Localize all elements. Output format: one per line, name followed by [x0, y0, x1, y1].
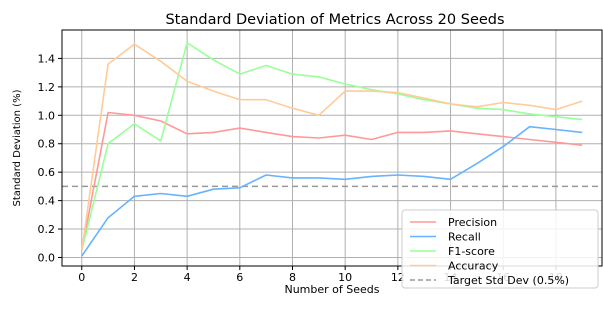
legend-label: F1-score	[448, 245, 495, 258]
x-tick-label: 6	[236, 271, 243, 284]
y-axis-ticks: 0.0 0.2 0.4 0.6 0.8 1.0 1.2 1.4	[38, 52, 62, 264]
legend-label: Precision	[448, 216, 497, 229]
y-tick-label: 0.2	[38, 223, 56, 236]
x-tick-label: 10	[338, 271, 352, 284]
legend-box	[401, 209, 599, 289]
series-line-recall	[81, 125, 583, 257]
y-tick-label: 1.0	[38, 109, 56, 122]
y-axis-label: Standard Deviation (%)	[12, 89, 23, 206]
series-line-f1-score	[81, 41, 583, 251]
series-line-accuracy	[81, 43, 583, 251]
chart-title: Standard Deviation of Metrics Across 20 …	[165, 12, 504, 28]
x-tick-label: 8	[289, 271, 296, 284]
y-tick-label: 0.8	[38, 138, 56, 151]
y-tick-label: 1.2	[38, 81, 56, 94]
y-tick-label: 0.6	[38, 166, 56, 179]
series-layer	[81, 41, 583, 257]
y-tick-label: 0.4	[38, 195, 56, 208]
x-tick-label: 0	[78, 271, 85, 284]
y-tick-label: 0.0	[38, 251, 56, 264]
x-axis-label: Number of Seeds	[284, 283, 379, 296]
x-tick-label: 4	[184, 271, 191, 284]
plot-frame	[61, 29, 603, 267]
grid	[62, 30, 602, 266]
y-tick-label: 1.4	[38, 52, 56, 65]
x-tick-label: 2	[131, 271, 138, 284]
legend-label: Target Std Dev (0.5%)	[447, 274, 569, 287]
legend-label: Accuracy	[448, 260, 499, 273]
legend-label: Recall	[448, 231, 481, 244]
x-tick-label: 12	[391, 271, 405, 284]
